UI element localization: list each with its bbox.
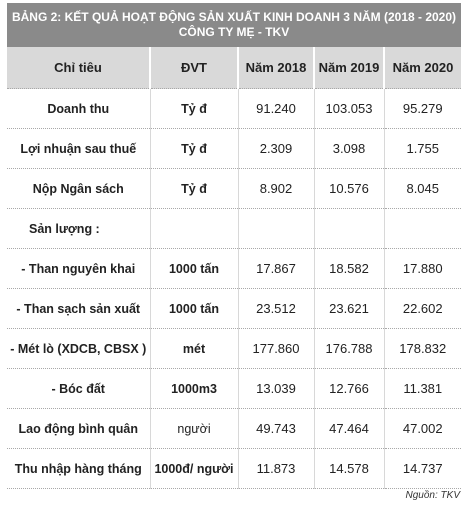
row-value-2019: 3.098 (314, 128, 385, 169)
row-label: Nộp Ngân sách (7, 168, 151, 209)
row-label: Lợi nhuận sau thuế (7, 128, 151, 169)
row-value-2018: 23.512 (238, 288, 315, 329)
source-note: Nguồn: TKV (405, 490, 460, 501)
row-value-2018 (238, 208, 315, 249)
row-value-2018: 91.240 (238, 88, 315, 129)
header-row: Chỉ tiêu ĐVT Năm 2018 Năm 2019 Năm 2020 (7, 47, 461, 89)
header-year-2020: Năm 2020 (384, 47, 461, 89)
table-title-line-1: BẢNG 2: KẾT QUẢ HOẠT ĐỘNG SẢN XUẤT KINH … (11, 10, 457, 24)
row-value-2019: 14.578 (314, 448, 385, 489)
header-year-2018: Năm 2018 (238, 47, 315, 89)
table-row: Nộp Ngân sách Tỷ đ 8.902 10.576 8.045 (7, 168, 461, 209)
row-value-2020: 47.002 (384, 408, 461, 449)
row-value-2020: 8.045 (384, 168, 461, 209)
row-label: Sản lượng : (7, 208, 151, 249)
row-value-2018: 13.039 (238, 368, 315, 409)
row-value-2018: 2.309 (238, 128, 315, 169)
row-label: Doanh thu (7, 88, 151, 129)
row-value-2020: 17.880 (384, 248, 461, 289)
row-unit: Tỷ đ (150, 168, 239, 209)
table-row: - Mét lò (XDCB, CBSX ) mét 177.860 176.7… (7, 328, 461, 369)
row-unit: Tỷ đ (150, 88, 239, 129)
row-value-2018: 49.743 (238, 408, 315, 449)
row-label: - Than sạch sản xuất (7, 288, 151, 329)
row-unit: 1000 tấn (150, 248, 239, 289)
row-label: Lao động bình quân (7, 408, 151, 449)
row-value-2020: 178.832 (384, 328, 461, 369)
row-value-2020: 22.602 (384, 288, 461, 329)
row-value-2019: 23.621 (314, 288, 385, 329)
row-value-2018: 11.873 (238, 448, 315, 489)
row-value-2018: 8.902 (238, 168, 315, 209)
row-value-2020: 95.279 (384, 88, 461, 129)
row-unit: người (150, 408, 239, 449)
row-value-2019: 176.788 (314, 328, 385, 369)
table-title-line-2: CÔNG TY MẸ - TKV (178, 25, 290, 39)
table-row: Lao động bình quân người 49.743 47.464 4… (7, 408, 461, 449)
row-label: - Mét lò (XDCB, CBSX ) (7, 328, 151, 369)
row-value-2020: 1.755 (384, 128, 461, 169)
row-unit (150, 208, 239, 249)
table-row-section: Sản lượng : (7, 208, 461, 249)
row-value-2020: 11.381 (384, 368, 461, 409)
row-value-2019: 103.053 (314, 88, 385, 129)
row-label: - Bóc đất (7, 368, 151, 409)
table-row: - Bóc đất 1000m3 13.039 12.766 11.381 (7, 368, 461, 409)
row-unit: Tỷ đ (150, 128, 239, 169)
row-unit: 1000 tấn (150, 288, 239, 329)
table-row: Thu nhập hàng tháng 1000đ/ người 11.873 … (7, 448, 461, 489)
row-value-2020: 14.737 (384, 448, 461, 489)
row-value-2019: 18.582 (314, 248, 385, 289)
row-value-2020 (384, 208, 461, 249)
row-unit: 1000m3 (150, 368, 239, 409)
row-value-2019: 10.576 (314, 168, 385, 209)
table-row: Lợi nhuận sau thuế Tỷ đ 2.309 3.098 1.75… (7, 128, 461, 169)
table-row: - Than nguyên khai 1000 tấn 17.867 18.58… (7, 248, 461, 289)
table-row: - Than sạch sản xuất 1000 tấn 23.512 23.… (7, 288, 461, 329)
table-row: Doanh thu Tỷ đ 91.240 103.053 95.279 (7, 88, 461, 129)
header-unit: ĐVT (150, 47, 239, 89)
row-unit: 1000đ/ người (150, 448, 239, 489)
row-value-2018: 177.860 (238, 328, 315, 369)
row-value-2019: 47.464 (314, 408, 385, 449)
header-indicator: Chỉ tiêu (7, 47, 151, 89)
row-value-2019: 12.766 (314, 368, 385, 409)
table-title: BẢNG 2: KẾT QUẢ HOẠT ĐỘNG SẢN XUẤT KINH … (7, 3, 461, 47)
row-value-2018: 17.867 (238, 248, 315, 289)
row-value-2019 (314, 208, 385, 249)
row-label: Thu nhập hàng tháng (7, 448, 151, 489)
header-year-2019: Năm 2019 (314, 47, 385, 89)
row-unit: mét (150, 328, 239, 369)
results-table: Chỉ tiêu ĐVT Năm 2018 Năm 2019 Năm 2020 … (7, 47, 461, 489)
row-label: - Than nguyên khai (7, 248, 151, 289)
